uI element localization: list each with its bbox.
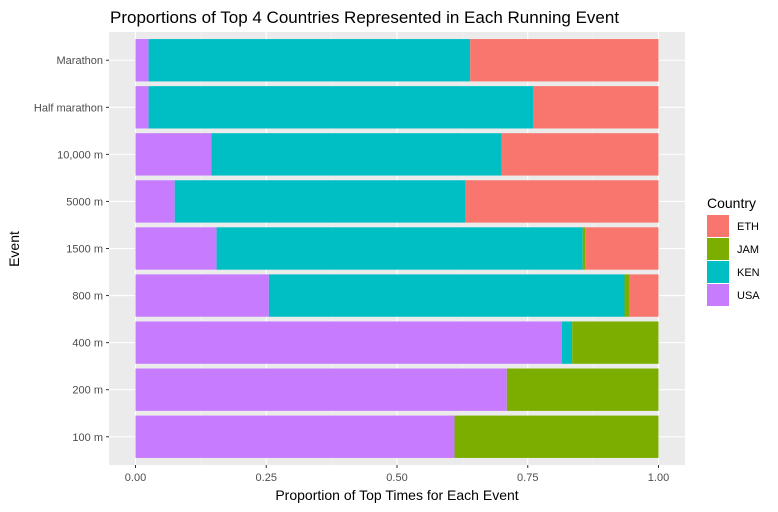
bar-usa (135, 274, 269, 317)
bar-jam (572, 321, 659, 364)
legend-title: Country (707, 195, 756, 211)
x-axis-ticks: 0.00 0.25 0.50 0.75 1.00 (125, 465, 669, 484)
y-tick-label: 10,000 m (57, 149, 103, 161)
legend-label: JAM (737, 244, 759, 256)
legend-items: ETH JAM KEN USA (707, 215, 760, 306)
x-tick-label: 0.00 (125, 472, 146, 484)
bar-ken (148, 86, 533, 129)
legend-label: ETH (737, 221, 759, 233)
bar-jam (454, 415, 659, 458)
bar-ken (268, 274, 625, 317)
y-tick-label: 200 m (72, 385, 103, 397)
bar-usa (135, 180, 175, 223)
bar-ken (561, 321, 573, 364)
bar-usa (135, 86, 149, 129)
y-tick-label: 5000 m (66, 196, 103, 208)
y-tick-label: 1500 m (66, 244, 103, 256)
legend-label: USA (737, 290, 760, 302)
y-tick-label: 100 m (72, 432, 103, 444)
x-tick-label: 0.50 (386, 472, 407, 484)
bar-ken (148, 39, 471, 82)
bar-jam (582, 227, 586, 270)
bar-ken (174, 180, 465, 223)
legend-key-jam (707, 238, 729, 260)
bar-usa (135, 368, 507, 411)
bar-jam (624, 274, 630, 317)
y-tick-label: Marathon (57, 55, 103, 67)
bar-usa (135, 321, 562, 364)
legend: Country ETH JAM KEN USA (707, 195, 760, 306)
bar-eth (532, 86, 659, 129)
bar-usa (135, 39, 149, 82)
bars (135, 39, 659, 458)
y-tick-label: 800 m (72, 291, 103, 303)
legend-key-ken (707, 261, 729, 283)
bar-jam (506, 368, 659, 411)
x-tick-label: 0.75 (517, 472, 538, 484)
x-axis-title: Proportion of Top Times for Each Event (275, 487, 518, 503)
legend-key-usa (707, 284, 729, 306)
x-tick-label: 0.25 (256, 472, 277, 484)
bar-usa (135, 227, 217, 270)
y-axis-ticks: Marathon Half marathon 10,000 m 5000 m 1500 … (34, 55, 109, 444)
bar-eth (629, 274, 659, 317)
bar-usa (135, 133, 212, 176)
y-axis-title: Event (6, 231, 22, 267)
legend-label: KEN (737, 267, 760, 279)
bar-eth (585, 227, 659, 270)
bar-usa (135, 415, 455, 458)
chart-title: Proportions of Top 4 Countries Represent… (110, 8, 619, 27)
bar-ken (216, 227, 583, 270)
y-tick-label: 400 m (72, 338, 103, 350)
x-tick-label: 1.00 (648, 472, 669, 484)
bar-ken (211, 133, 502, 176)
legend-key-eth (707, 215, 729, 237)
bar-eth (501, 133, 659, 176)
y-tick-label: Half marathon (34, 102, 103, 114)
bar-eth (470, 39, 659, 82)
bar-eth (464, 180, 659, 223)
